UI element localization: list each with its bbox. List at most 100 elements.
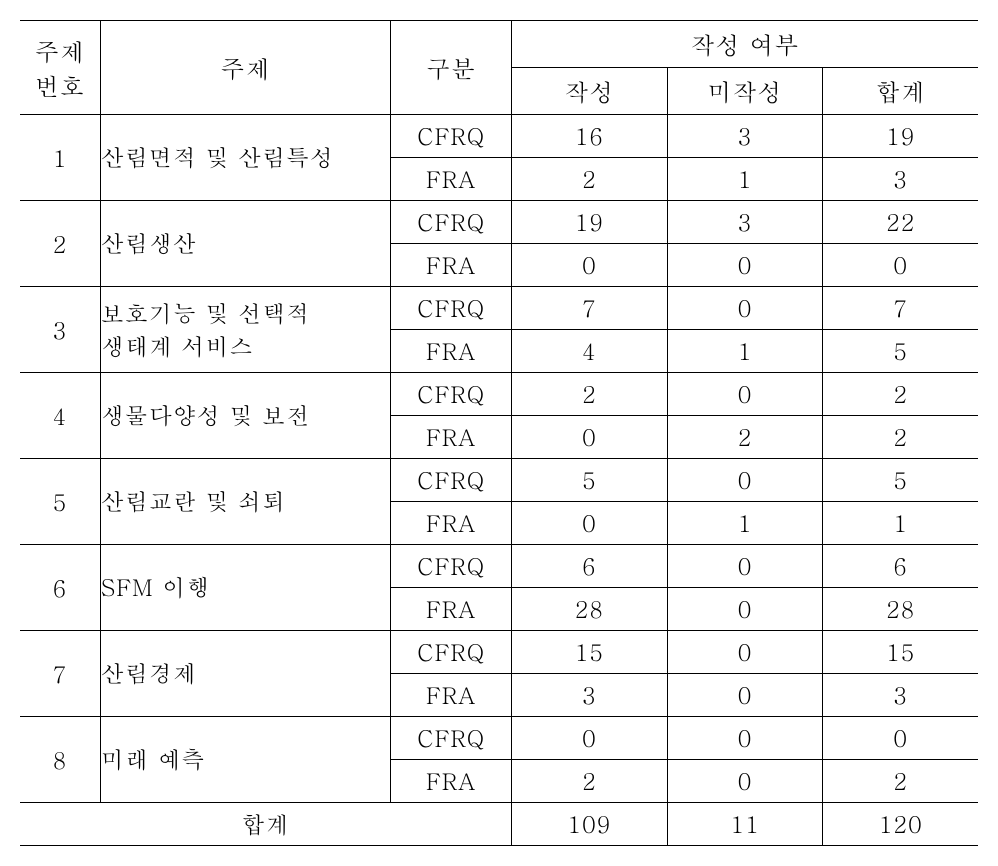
row-written: 0 (511, 416, 667, 459)
header-unwritten: 미작성 (667, 68, 823, 115)
header-num: 주제번호 (20, 21, 100, 115)
row-topic: 생물다양성 및 보전 (100, 373, 390, 459)
row-topic: 산림생산 (100, 201, 390, 287)
row-division: CFRQ (391, 115, 512, 158)
row-total: 28 (823, 588, 978, 631)
row-topic: 산림경제 (100, 631, 390, 717)
row-written: 0 (511, 502, 667, 545)
row-total: 22 (823, 201, 978, 244)
row-division: FRA (391, 502, 512, 545)
row-written: 19 (511, 201, 667, 244)
row-total: 6 (823, 545, 978, 588)
row-unwritten: 0 (667, 459, 823, 502)
row-topic: 산림교란 및 쇠퇴 (100, 459, 390, 545)
row-num: 2 (20, 201, 100, 287)
row-written: 3 (511, 674, 667, 717)
row-num: 8 (20, 717, 100, 803)
row-num: 6 (20, 545, 100, 631)
row-written: 2 (511, 373, 667, 416)
row-topic: 보호기능 및 선택적생태계 서비스 (100, 287, 390, 373)
table-row: 6SFM 이행CFRQ606 (20, 545, 978, 588)
table-row: 8미래 예측CFRQ000 (20, 717, 978, 760)
row-unwritten: 0 (667, 674, 823, 717)
footer-written: 109 (511, 803, 667, 846)
row-num: 7 (20, 631, 100, 717)
row-num: 4 (20, 373, 100, 459)
row-written: 6 (511, 545, 667, 588)
row-division: FRA (391, 760, 512, 803)
row-unwritten: 0 (667, 373, 823, 416)
row-total: 2 (823, 416, 978, 459)
row-num: 5 (20, 459, 100, 545)
row-total: 5 (823, 459, 978, 502)
row-written: 4 (511, 330, 667, 373)
row-topic: 미래 예측 (100, 717, 390, 803)
row-written: 5 (511, 459, 667, 502)
row-unwritten: 0 (667, 760, 823, 803)
row-num: 3 (20, 287, 100, 373)
row-written: 16 (511, 115, 667, 158)
row-division: CFRQ (391, 287, 512, 330)
table-body: 1산림면적 및 산림특성CFRQ16319FRA2132산림생산CFRQ1932… (20, 115, 978, 803)
row-total: 5 (823, 330, 978, 373)
row-written: 2 (511, 158, 667, 201)
row-division: FRA (391, 588, 512, 631)
row-division: CFRQ (391, 545, 512, 588)
data-table: 주제번호 주제 구분 작성 여부 작성 미작성 합계 1산림면적 및 산림특성C… (20, 20, 978, 846)
table-row: 1산림면적 및 산림특성CFRQ16319 (20, 115, 978, 158)
row-total: 19 (823, 115, 978, 158)
footer-row: 합계 109 11 120 (20, 803, 978, 846)
table-row: 4생물다양성 및 보전CFRQ202 (20, 373, 978, 416)
header-row-1: 주제번호 주제 구분 작성 여부 (20, 21, 978, 68)
header-topic: 주제 (100, 21, 390, 115)
row-total: 0 (823, 717, 978, 760)
row-topic: 산림면적 및 산림특성 (100, 115, 390, 201)
row-unwritten: 2 (667, 416, 823, 459)
row-unwritten: 3 (667, 201, 823, 244)
row-division: CFRQ (391, 201, 512, 244)
row-division: FRA (391, 674, 512, 717)
row-total: 2 (823, 373, 978, 416)
row-unwritten: 0 (667, 717, 823, 760)
row-unwritten: 0 (667, 545, 823, 588)
row-written: 15 (511, 631, 667, 674)
table-row: 3보호기능 및 선택적생태계 서비스CFRQ707 (20, 287, 978, 330)
header-total: 합계 (823, 68, 978, 115)
row-division: FRA (391, 416, 512, 459)
footer-total: 120 (823, 803, 978, 846)
row-division: CFRQ (391, 459, 512, 502)
row-written: 28 (511, 588, 667, 631)
row-unwritten: 1 (667, 502, 823, 545)
row-written: 0 (511, 244, 667, 287)
row-division: CFRQ (391, 717, 512, 760)
table-row: 7산림경제CFRQ15015 (20, 631, 978, 674)
header-written: 작성 (511, 68, 667, 115)
footer-label: 합계 (20, 803, 511, 846)
row-topic: SFM 이행 (100, 545, 390, 631)
row-written: 0 (511, 717, 667, 760)
table-row: 2산림생산CFRQ19322 (20, 201, 978, 244)
row-unwritten: 0 (667, 631, 823, 674)
row-unwritten: 1 (667, 158, 823, 201)
row-unwritten: 0 (667, 588, 823, 631)
row-unwritten: 0 (667, 287, 823, 330)
row-unwritten: 1 (667, 330, 823, 373)
row-total: 15 (823, 631, 978, 674)
row-num: 1 (20, 115, 100, 201)
row-total: 0 (823, 244, 978, 287)
row-total: 1 (823, 502, 978, 545)
row-unwritten: 3 (667, 115, 823, 158)
row-unwritten: 0 (667, 244, 823, 287)
row-total: 3 (823, 674, 978, 717)
row-written: 7 (511, 287, 667, 330)
footer-unwritten: 11 (667, 803, 823, 846)
header-division: 구분 (391, 21, 512, 115)
row-division: FRA (391, 330, 512, 373)
row-division: FRA (391, 244, 512, 287)
header-status-group: 작성 여부 (511, 21, 978, 68)
row-division: CFRQ (391, 631, 512, 674)
row-total: 2 (823, 760, 978, 803)
row-total: 3 (823, 158, 978, 201)
row-total: 7 (823, 287, 978, 330)
table-row: 5산림교란 및 쇠퇴CFRQ505 (20, 459, 978, 502)
